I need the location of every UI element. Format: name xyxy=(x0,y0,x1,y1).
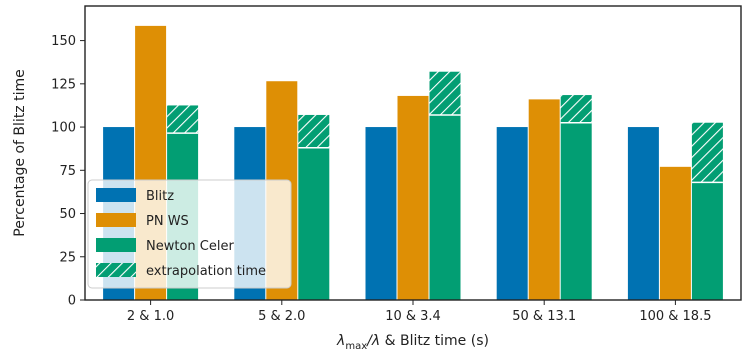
bar-extrapolation-1 xyxy=(298,114,330,148)
x-axis-label-lambda: λ xyxy=(336,333,345,349)
legend-label-newton: Newton Celer xyxy=(146,239,234,254)
bar-pnws-4 xyxy=(659,166,691,300)
legend-label-extrapolation: extrapolation time xyxy=(146,264,266,279)
x-tick-label-1: 5 & 2.0 xyxy=(258,309,305,324)
bar-pnws-3 xyxy=(528,99,560,300)
legend-swatch-extrapolation xyxy=(96,263,136,277)
x-axis-label: λmax/λ & Blitz time (s) xyxy=(336,333,489,352)
legend-label-pnws: PN WS xyxy=(146,214,189,229)
y-tick-label-5: 125 xyxy=(51,77,76,92)
bar-extrapolation-4 xyxy=(691,122,723,183)
bar-blitz-2 xyxy=(365,127,397,300)
bar-extrapolation-0 xyxy=(167,105,199,134)
y-tick-label-0: 0 xyxy=(68,294,76,309)
legend: Blitz PN WS Newton Celer extrapolation t… xyxy=(87,179,292,289)
bar-blitz-4 xyxy=(627,127,659,300)
x-axis: 2 & 1.0 5 & 2.0 10 & 3.4 50 & 13.1 100 & 18.… xyxy=(127,300,711,324)
bar-extrapolation-2 xyxy=(429,71,461,115)
y-tick-label-2: 50 xyxy=(59,207,76,222)
x-tick-label-3: 50 & 13.1 xyxy=(512,309,576,324)
legend-swatch-newton xyxy=(96,238,136,252)
x-tick-label-0: 2 & 1.0 xyxy=(127,309,174,324)
legend-box xyxy=(87,179,292,289)
legend-swatch-blitz xyxy=(96,188,136,202)
x-tick-label-2: 10 & 3.4 xyxy=(385,309,441,324)
legend-label-blitz: Blitz xyxy=(146,189,174,204)
y-tick-label-6: 150 xyxy=(51,34,76,49)
bar-blitz-3 xyxy=(496,127,528,300)
bar-pnws-2 xyxy=(397,95,429,300)
y-tick-label-1: 25 xyxy=(59,250,76,265)
bar-newton-3 xyxy=(560,122,592,300)
x-tick-label-4: 100 & 18.5 xyxy=(639,309,711,324)
y-axis: 0 25 50 75 100 125 150 xyxy=(51,34,85,309)
bar-newton-1 xyxy=(298,147,330,300)
bar-newton-4 xyxy=(691,182,723,300)
legend-swatch-pnws xyxy=(96,213,136,227)
y-tick-label-4: 100 xyxy=(51,121,76,136)
x-axis-label-ratio: /λ xyxy=(365,333,380,349)
x-axis-label-text: & Blitz time (s) xyxy=(380,333,489,349)
y-tick-label-3: 75 xyxy=(59,164,76,179)
y-axis-label: Percentage of Blitz time xyxy=(12,69,28,236)
bar-newton-2 xyxy=(429,114,461,300)
x-axis-label-sub: max xyxy=(345,341,367,352)
bar-extrapolation-3 xyxy=(560,95,592,123)
